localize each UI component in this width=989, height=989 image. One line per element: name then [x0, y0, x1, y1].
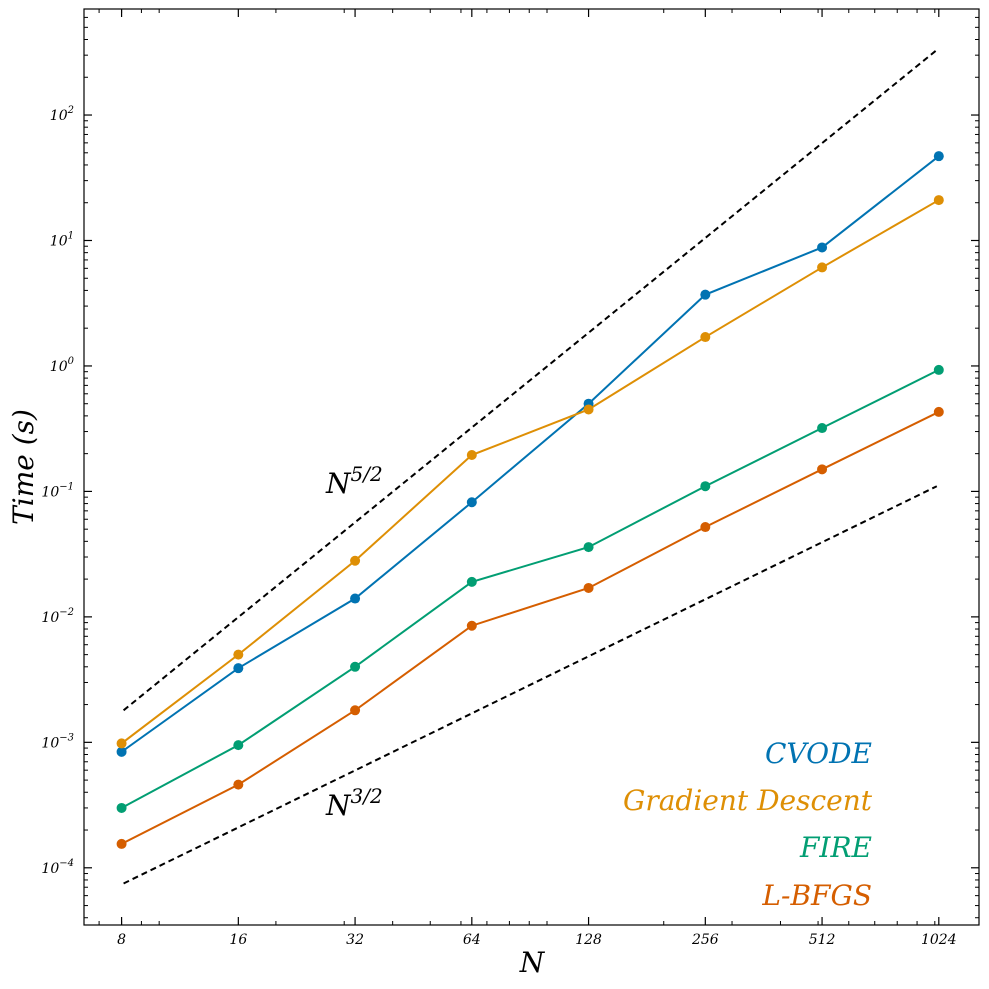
x-tick-label: 64 — [463, 932, 481, 948]
data-point-cvode — [233, 663, 244, 674]
data-point-gradient-descent — [350, 555, 361, 566]
x-tick-label: 16 — [229, 932, 247, 948]
data-point-fire — [350, 661, 361, 672]
x-tick-label: 128 — [575, 932, 602, 948]
data-point-l-bfgs — [933, 406, 944, 417]
reference-lines — [122, 49, 938, 885]
series-line-l-bfgs — [121, 411, 940, 845]
series-line-fire — [121, 369, 940, 809]
x-tick-labels: 8 16 32 64 128 256 512 1024 — [117, 932, 957, 948]
data-point-gradient-descent — [933, 195, 944, 206]
series-lines — [120, 155, 940, 845]
data-point-fire — [817, 423, 828, 434]
legend-entry-l-bfgs: L-BFGS — [761, 879, 872, 912]
data-point-gradient-descent — [233, 649, 244, 660]
reference-line-n-5-2 — [122, 49, 938, 712]
data-point-l-bfgs — [466, 620, 477, 631]
y-tick-label: 10−3 — [41, 732, 74, 751]
y-tick-label: 10−1 — [41, 481, 74, 500]
reference-line-n-3-2 — [123, 485, 938, 885]
data-point-l-bfgs — [817, 464, 828, 475]
y-tick-label: 10−2 — [41, 607, 74, 626]
data-point-cvode — [466, 497, 477, 508]
series-points — [116, 151, 944, 849]
series-line-cvode — [121, 155, 940, 753]
data-point-fire — [233, 740, 244, 751]
x-tick-label: 8 — [117, 932, 126, 948]
data-point-l-bfgs — [583, 582, 594, 593]
data-point-fire — [700, 481, 711, 492]
x-tick-label: 32 — [346, 932, 364, 948]
x-tick-label: 512 — [809, 932, 836, 948]
data-point-gradient-descent — [466, 450, 477, 461]
data-point-cvode — [350, 593, 361, 604]
x-axis-title: N — [519, 946, 546, 979]
ref-label-n-5-2: N5/2 — [325, 462, 383, 500]
legend-entry-cvode: CVODE — [765, 737, 872, 770]
data-point-cvode — [700, 289, 711, 300]
axis-ticks — [84, 8, 979, 925]
data-point-cvode — [933, 151, 944, 162]
legend-entry-fire: FIRE — [799, 831, 872, 864]
data-point-l-bfgs — [350, 705, 361, 716]
data-point-gradient-descent — [817, 262, 828, 273]
plot-frame — [83, 8, 980, 926]
data-point-fire — [583, 542, 594, 553]
y-tick-label: 10−4 — [41, 858, 74, 877]
data-point-fire — [116, 802, 127, 813]
data-point-gradient-descent — [700, 332, 711, 343]
y-tick-label: 102 — [50, 105, 74, 124]
data-point-fire — [933, 364, 944, 375]
y-tick-labels: 102 101 100 10−1 10−2 10−3 10−4 — [41, 105, 74, 877]
data-point-l-bfgs — [700, 522, 711, 533]
x-tick-label: 256 — [691, 932, 719, 948]
data-point-gradient-descent — [116, 738, 127, 749]
x-tick-label: 1024 — [921, 932, 957, 948]
data-point-l-bfgs — [116, 838, 127, 849]
data-point-cvode — [817, 242, 828, 253]
data-point-gradient-descent — [583, 404, 594, 415]
data-point-cvode — [116, 746, 127, 757]
y-axis-title: Time (s) — [7, 409, 40, 525]
y-tick-label: 100 — [50, 356, 75, 375]
y-tick-label: 101 — [50, 230, 74, 249]
legend: CVODE Gradient Descent FIRE L-BFGS — [623, 737, 873, 912]
legend-entry-gradient-descent: Gradient Descent — [623, 784, 873, 817]
ref-label-n-3-2: N3/2 — [325, 784, 383, 822]
series-line-gradient-descent — [120, 199, 940, 745]
data-point-fire — [466, 576, 477, 587]
data-point-l-bfgs — [233, 779, 244, 790]
